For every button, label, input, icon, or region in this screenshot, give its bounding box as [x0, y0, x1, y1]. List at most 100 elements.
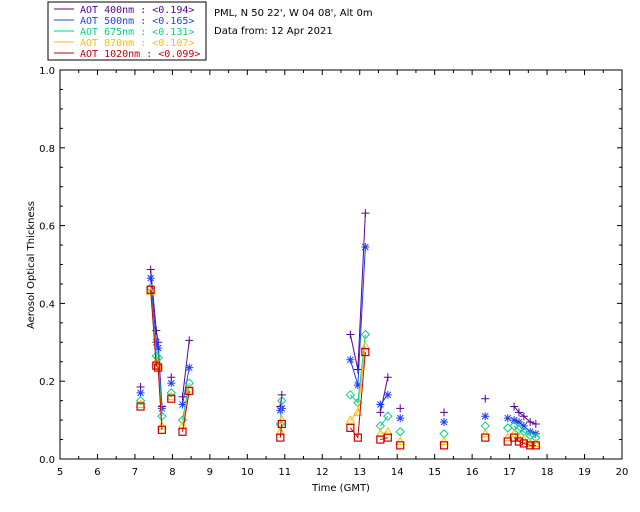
data-point: [154, 363, 163, 372]
series-line: [150, 278, 163, 409]
x-tick-label: 18: [541, 467, 554, 478]
data-point: [277, 390, 286, 399]
info-block: PML, N 50 22', W 04 08', Alt 0m Data fro…: [214, 8, 373, 37]
data-point: [383, 411, 393, 421]
series-line: [350, 334, 366, 404]
data-point: [276, 415, 287, 424]
data-point: [514, 432, 524, 442]
series-line: [513, 425, 536, 439]
data-point: [383, 373, 392, 382]
data-point: [440, 408, 449, 417]
data-point: [396, 441, 405, 450]
data-point: [185, 386, 194, 396]
x-tick-label: 12: [316, 467, 329, 478]
x-tick-label: 10: [241, 467, 254, 478]
data-point: [346, 330, 355, 339]
data-point: [503, 414, 512, 423]
data-point: [481, 433, 490, 442]
data-point: [361, 347, 370, 357]
data-point: [519, 439, 528, 448]
data-point: [531, 441, 540, 450]
series-line: [182, 367, 190, 405]
x-tick-label: 5: [57, 467, 63, 478]
series-0: [136, 209, 540, 428]
data-point: [481, 394, 490, 403]
legend-entry: AOT 1020nm : <0.099>: [80, 49, 200, 60]
data-point: [514, 437, 524, 446]
data-point: [383, 433, 392, 442]
data-point: [353, 433, 362, 442]
data-point: [146, 285, 155, 294]
series-2: [135, 283, 541, 443]
data-point: [518, 434, 529, 444]
data-point: [519, 421, 528, 430]
x-tick-label: 13: [353, 467, 366, 478]
data-point: [440, 418, 449, 427]
x-tick-label: 9: [207, 467, 213, 478]
data-point: [346, 423, 355, 432]
data-point: [135, 399, 146, 409]
y-tick-label: 0.6: [39, 222, 55, 233]
y-axis-label: Aerosol Optical Thickness: [26, 201, 37, 329]
data-point: [154, 344, 163, 353]
location-text: PML, N 50 22', W 04 08', Alt 0m: [214, 8, 373, 19]
data-point: [178, 392, 187, 401]
y-tick-label: 0.2: [39, 377, 55, 388]
data-point: [361, 242, 370, 251]
data-point: [519, 412, 528, 421]
y-tick-label: 0.4: [39, 299, 55, 310]
data-point: [276, 433, 285, 442]
data-point: [360, 329, 371, 340]
data-point: [439, 436, 449, 445]
data-point: [167, 394, 176, 403]
legend-entry: AOT 870nm : <0.107>: [80, 38, 194, 49]
series-line: [182, 383, 190, 421]
data-point: [345, 390, 356, 400]
data-point: [157, 425, 167, 434]
x-tick-label: 15: [428, 467, 441, 478]
data-point: [185, 336, 194, 345]
legend-entry: AOT 400nm : <0.194>: [80, 5, 194, 16]
data-point: [353, 397, 363, 408]
data-point: [136, 388, 145, 397]
series-3: [135, 286, 541, 447]
data-point: [395, 436, 406, 445]
data-point: [382, 426, 393, 436]
y-tick-label: 0.0: [39, 455, 55, 466]
data-point: [526, 418, 535, 427]
data-point: [152, 338, 161, 347]
data-point: [185, 363, 194, 372]
axis-ticks: 5 6 7 8 9 10 11 12 13 14 15 16 17 18 19 20 0.0 0.2 0.4 0.6 0…: [39, 66, 628, 478]
data-point: [146, 274, 155, 283]
series-1: [136, 242, 540, 438]
x-tick-label: 14: [391, 467, 404, 478]
data-point: [481, 412, 490, 421]
data-point: [396, 414, 405, 423]
data-point: [526, 441, 535, 450]
data-point: [480, 428, 491, 438]
y-tick-label: 1.0: [39, 66, 55, 77]
date-text: Data from: 12 Apr 2021: [214, 26, 333, 37]
x-tick-label: 8: [169, 467, 175, 478]
data-point: [396, 404, 405, 413]
data-point: [360, 341, 371, 350]
x-tick-label: 19: [578, 467, 591, 478]
data-point: [146, 265, 155, 274]
series-line: [150, 289, 163, 430]
data-point: [178, 427, 187, 436]
data-point: [376, 400, 385, 409]
data-point: [345, 415, 356, 424]
data-point: [166, 391, 177, 401]
legend-box: [47, 1, 207, 61]
x-tick-label: 7: [132, 467, 138, 478]
data-point: [135, 395, 146, 406]
data-point: [514, 408, 523, 417]
data-point: [167, 379, 176, 388]
x-axis-label: Time (GMT): [311, 483, 370, 494]
x-tick-label: 17: [503, 467, 516, 478]
series-layer: [135, 209, 541, 450]
data-point: [376, 408, 385, 417]
series-line: [279, 420, 283, 432]
data-point: [510, 402, 519, 411]
data-point: [531, 419, 540, 428]
